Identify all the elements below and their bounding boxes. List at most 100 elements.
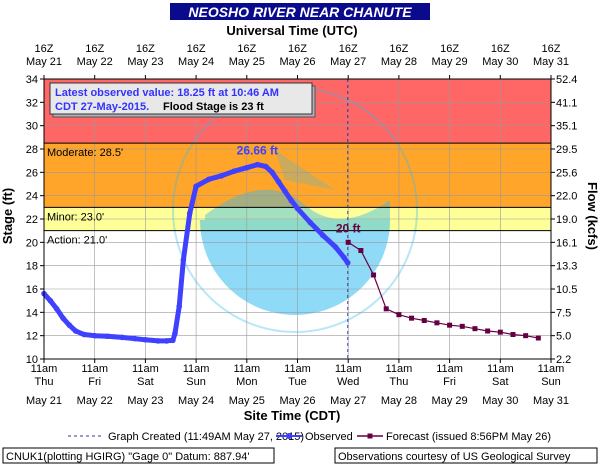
top-tick-label: 16Z bbox=[237, 43, 256, 55]
bottom-tick-time: 11am bbox=[284, 363, 311, 375]
bottom-tick-date: May 29 bbox=[432, 395, 468, 407]
bottom-tick-time: 11am bbox=[233, 363, 260, 375]
y-tick-label: 20 bbox=[26, 237, 38, 249]
top-tick-label: 16Z bbox=[187, 43, 206, 55]
forecast-point bbox=[371, 272, 377, 278]
bottom-tick-day: Sat bbox=[492, 376, 509, 388]
legend-observed-marker bbox=[286, 433, 292, 439]
title-bar bbox=[170, 3, 430, 20]
threshold-label: Moderate: 28.5' bbox=[47, 147, 123, 159]
observed-point bbox=[320, 232, 326, 239]
observed-point bbox=[344, 259, 351, 266]
forecast-point bbox=[358, 248, 364, 253]
observed-point bbox=[104, 333, 111, 340]
bottom-tick-time: 11am bbox=[132, 363, 159, 375]
forecast-point bbox=[472, 326, 478, 332]
observed-point bbox=[231, 168, 237, 174]
y-tick-label: 32 bbox=[26, 97, 38, 109]
bottom-tick-date: May 26 bbox=[279, 395, 315, 407]
top-tick-label: 16Z bbox=[389, 43, 408, 55]
top-tick-label: 16Z bbox=[85, 43, 104, 55]
legend-forecast-marker bbox=[367, 433, 373, 439]
footer-right-box bbox=[334, 447, 598, 464]
y2-tick-label: 41.1 bbox=[556, 97, 577, 109]
forecast-point bbox=[510, 332, 516, 337]
legend-observed-label: Observed bbox=[305, 431, 353, 443]
axes: 10 2.2 12 5.0 14 7.5 16 10.5 18 13.3 20 16.1 22 19.0 2… bbox=[26, 43, 578, 407]
y2-tick-label: 13.3 bbox=[556, 261, 577, 273]
y-tick-label: 12 bbox=[26, 331, 38, 343]
y-tick-label: 16 bbox=[26, 284, 38, 296]
y-tick-label: 28 bbox=[26, 144, 38, 156]
bottom-tick-day: Tue bbox=[288, 376, 307, 388]
y2-tick-label: 10.5 bbox=[556, 284, 577, 296]
observed-point bbox=[47, 297, 54, 304]
observed-point bbox=[288, 197, 294, 204]
data-series: 26.66 ft 20 ft bbox=[41, 144, 541, 344]
bottom-tick-day: Thu bbox=[389, 376, 408, 388]
forecast-point bbox=[434, 320, 440, 326]
y2-tick-label: 19.0 bbox=[556, 214, 577, 226]
bottom-tick-time: 11am bbox=[538, 363, 565, 375]
observed-point bbox=[341, 254, 347, 261]
bottom-tick-date: May 30 bbox=[482, 395, 518, 407]
y2-tick-label: 7.5 bbox=[556, 307, 571, 319]
legend-created-label: Graph Created (11:49AM May 27, 2015) bbox=[108, 431, 304, 443]
observed-point bbox=[275, 178, 282, 185]
y2-tick-label: 35.1 bbox=[556, 121, 577, 133]
top-tick-date: May 28 bbox=[381, 56, 417, 68]
top-tick-date: May 27 bbox=[330, 56, 366, 68]
observed-point bbox=[307, 219, 313, 226]
top-tick-date: May 23 bbox=[127, 56, 163, 68]
observed-point bbox=[142, 336, 149, 343]
forecast-point bbox=[497, 329, 503, 335]
observed-point bbox=[60, 315, 66, 321]
chart-title: NEOSHO RIVER NEAR CHANUTE bbox=[188, 4, 412, 20]
observed-point bbox=[132, 335, 138, 342]
observed-point bbox=[53, 306, 60, 312]
top-tick-date: May 22 bbox=[77, 56, 113, 68]
bottom-tick-date: May 22 bbox=[77, 395, 113, 407]
bottom-tick-time: 11am bbox=[31, 363, 58, 375]
observed-point bbox=[218, 173, 225, 179]
annotation-observed: 26.66 ft bbox=[237, 144, 278, 158]
observed-point bbox=[170, 337, 176, 344]
bottom-tick-time: 11am bbox=[183, 363, 210, 375]
forecast-point bbox=[383, 306, 389, 312]
y2-tick-label: 29.5 bbox=[556, 144, 577, 156]
observed-point bbox=[180, 257, 187, 263]
observed-point bbox=[332, 244, 339, 250]
bottom-tick-day: Wed bbox=[337, 376, 359, 388]
forecast-point bbox=[396, 312, 402, 318]
top-tick-label: 16Z bbox=[35, 43, 54, 55]
bottom-tick-date: May 23 bbox=[127, 395, 163, 407]
top-tick-label: 16Z bbox=[491, 43, 510, 55]
y-left-title: Stage (ft) bbox=[0, 188, 15, 244]
forecast-point bbox=[535, 335, 541, 341]
latest-observation-line2: CDT 27-May-2015. bbox=[55, 101, 149, 113]
y2-tick-label: 5.0 bbox=[556, 331, 571, 343]
y-tick-label: 18 bbox=[26, 261, 38, 273]
top-tick-label: 16Z bbox=[339, 43, 358, 55]
observed-point bbox=[119, 334, 125, 341]
observed-point bbox=[254, 161, 261, 168]
observed-point bbox=[72, 328, 79, 334]
observed-point bbox=[282, 188, 288, 194]
observed-point bbox=[193, 183, 199, 190]
bottom-tick-day: Fri bbox=[88, 376, 101, 388]
observed-point bbox=[66, 322, 73, 328]
threshold-label: Minor: 23.0' bbox=[47, 211, 104, 223]
y-tick-label: 24 bbox=[26, 191, 38, 203]
annotation-forecast: 20 ft bbox=[336, 221, 361, 235]
bottom-tick-day: Fri bbox=[443, 376, 456, 388]
bottom-tick-time: 11am bbox=[436, 363, 463, 375]
observed-point bbox=[263, 163, 269, 170]
forecast-point bbox=[459, 323, 465, 329]
bottom-tick-date: May 21 bbox=[26, 395, 62, 407]
forecast-line bbox=[347, 241, 539, 339]
y-tick-label: 30 bbox=[26, 121, 38, 133]
forecast-point bbox=[421, 318, 427, 323]
observed-point bbox=[91, 332, 98, 339]
top-tick-date: May 31 bbox=[533, 56, 569, 68]
bottom-tick-day: Sat bbox=[137, 376, 154, 388]
